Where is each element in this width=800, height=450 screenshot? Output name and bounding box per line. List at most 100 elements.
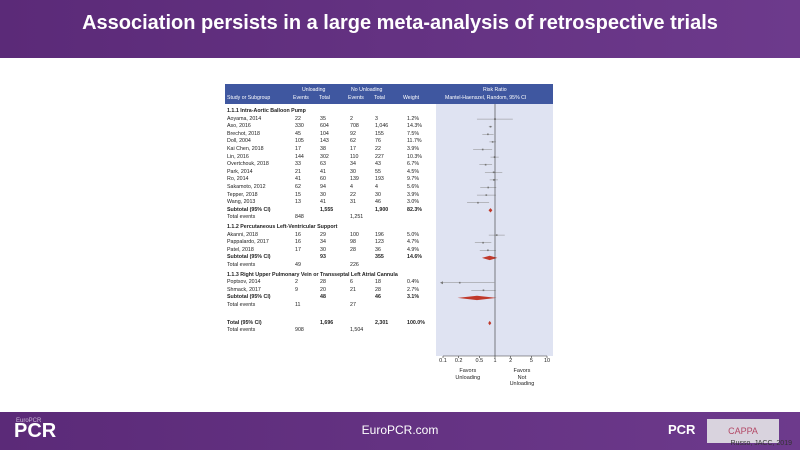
subtotal-label: Subtotal (95% CI) xyxy=(227,206,271,213)
study-name: Wang, 2013 xyxy=(227,199,256,206)
group-title: 1.1.1 Intra-Aortic Balloon Pump xyxy=(227,108,306,114)
weight: 1.2% xyxy=(407,115,420,122)
axis-tick-label: 2 xyxy=(509,358,513,364)
events-unloading: 9 xyxy=(295,286,298,293)
weight: 5.6% xyxy=(407,184,420,190)
events-unloading: 105 xyxy=(295,138,304,145)
events-no-unloading: 22 xyxy=(350,191,356,198)
events-unloading: 21 xyxy=(295,168,301,175)
total-no-unloading: 3 xyxy=(375,115,378,122)
total-unloading: 35 xyxy=(320,115,326,122)
events-total-2: 27 xyxy=(350,302,356,308)
total-no-unloading: 4 xyxy=(375,184,378,190)
events-no-unloading: 4 xyxy=(350,184,353,190)
footer-logo-small: EuroPCR xyxy=(16,418,42,424)
events-unloading: 330 xyxy=(295,123,304,130)
point-estimate xyxy=(482,241,484,244)
events-unloading: 2 xyxy=(295,279,298,286)
events-total-1: 49 xyxy=(295,262,301,268)
events-unloading: 144 xyxy=(295,153,304,160)
events-no-unloading: 6 xyxy=(350,279,353,286)
total-no-unloading: 22 xyxy=(375,146,381,152)
total-label: Total (95% CI) xyxy=(227,319,262,326)
subtotal-weight: 14.6% xyxy=(407,254,423,261)
col-total-1: Total xyxy=(319,95,330,101)
events-unloading: 15 xyxy=(295,191,301,198)
events-unloading: 16 xyxy=(295,239,301,246)
total-unloading: 60 xyxy=(320,176,326,183)
study-name: Akanni, 2018 xyxy=(227,231,258,238)
point-estimate xyxy=(482,289,485,292)
study-name: Lin, 2016 xyxy=(227,153,249,160)
study-name: Poptsov, 2014 xyxy=(227,279,261,286)
events-no-unloading: 34 xyxy=(350,161,356,168)
total-no-unloading: 76 xyxy=(375,138,381,145)
grand-events-1: 908 xyxy=(295,327,304,334)
study-name: Shmack, 2017 xyxy=(227,286,261,293)
events-no-unloading: 139 xyxy=(350,176,359,183)
events-unloading: 33 xyxy=(295,161,301,168)
total-no-unloading: 155 xyxy=(375,130,384,137)
summary-diamond xyxy=(457,295,497,301)
axis-tick-label: 5 xyxy=(529,358,533,364)
events-no-unloading: 92 xyxy=(350,130,356,137)
study-name: Tepper, 2018 xyxy=(227,191,258,198)
study-name: Sakamoto, 2012 xyxy=(227,184,266,190)
weight: 3.9% xyxy=(407,191,420,198)
axis-tick-label: 0.1 xyxy=(439,358,447,364)
point-estimate xyxy=(477,201,479,204)
summary-diamond xyxy=(488,320,492,326)
col-weight: Weight xyxy=(403,95,420,101)
point-estimate xyxy=(484,163,487,166)
axis-tick-label: 10 xyxy=(543,358,551,364)
events-no-unloading: 28 xyxy=(350,246,356,253)
table-header: Study or Subgroup Unloading Events Total… xyxy=(225,84,553,104)
total-unloading: 29 xyxy=(320,231,326,238)
events-no-unloading: 62 xyxy=(350,138,356,145)
events-total-2: 226 xyxy=(350,262,359,268)
events-unloading: 22 xyxy=(295,115,301,122)
events-no-unloading: 708 xyxy=(350,123,359,130)
events-no-unloading: 110 xyxy=(350,153,359,160)
col-rr-sub: Mantel-Haenszel, Random, 95% CI xyxy=(445,95,527,101)
total-no-unloading: 18 xyxy=(375,279,381,286)
weight: 10.3% xyxy=(407,153,423,160)
subtotal-weight: 3.1% xyxy=(407,294,420,301)
col-total-2: Total xyxy=(374,95,385,101)
grand-total-2: 2,301 xyxy=(375,319,389,326)
events-total-1: 11 xyxy=(295,302,301,308)
total-unloading: 30 xyxy=(320,191,326,198)
total-unloading: 41 xyxy=(320,199,326,206)
events-total-2: 1,251 xyxy=(350,214,364,221)
events-unloading: 62 xyxy=(295,184,301,190)
slide-title: Association persists in a large meta-ana… xyxy=(82,12,718,34)
group-title: 1.1.2 Percutaneous Left-Ventricular Supp… xyxy=(227,224,338,230)
total-no-unloading: 43 xyxy=(375,161,381,168)
events-no-unloading: 100 xyxy=(350,231,359,238)
total-events-label: Total events xyxy=(227,327,256,334)
total-no-unloading: 36 xyxy=(375,246,381,253)
capps-logo: CAPPA xyxy=(707,419,779,443)
weight: 4.5% xyxy=(407,168,420,175)
favors-right-2: Not Unloading xyxy=(509,375,535,387)
point-estimate xyxy=(492,171,495,174)
total-no-unloading: 46 xyxy=(375,199,381,206)
weight: 5.0% xyxy=(407,231,420,238)
col-no-unloading: No Unloading xyxy=(351,87,383,93)
point-estimate xyxy=(493,179,495,181)
point-estimate xyxy=(481,148,484,151)
events-no-unloading: 2 xyxy=(350,115,353,122)
point-estimate xyxy=(485,194,488,196)
study-name: Kai Chen, 2018 xyxy=(227,146,264,152)
favors-right: Favors xyxy=(513,368,531,374)
study-name: Doll, 2004 xyxy=(227,138,251,145)
events-unloading: 13 xyxy=(295,199,301,206)
events-no-unloading: 98 xyxy=(350,239,356,246)
grand-events-2: 1,504 xyxy=(350,327,364,334)
footer-url[interactable]: EuroPCR.com xyxy=(361,423,439,437)
point-estimate xyxy=(487,186,490,189)
pcr-logo: PCR xyxy=(14,420,57,442)
total-no-unloading: 123 xyxy=(375,239,384,246)
point-estimate xyxy=(493,156,496,158)
grand-weight: 100.0% xyxy=(407,319,425,326)
